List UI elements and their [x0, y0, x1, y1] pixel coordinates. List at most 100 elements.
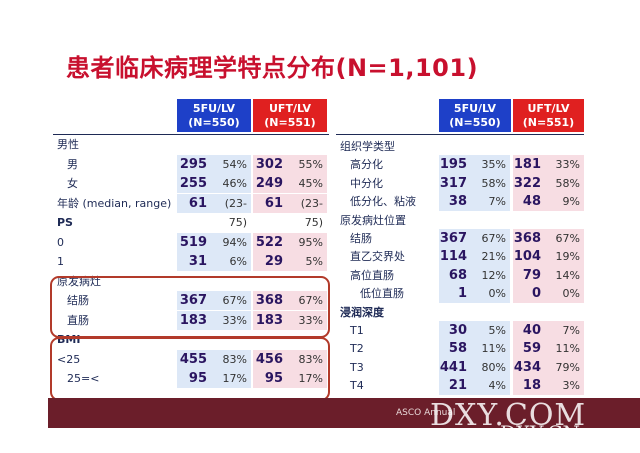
right-header-uft: UFT/LV (N=551) — [513, 99, 584, 132]
cell-5fu — [439, 229, 510, 248]
cell-uft — [253, 174, 327, 193]
header-name: 5FU/LV — [192, 102, 236, 115]
percent-value: 19% — [555, 250, 580, 264]
table-row: 结肠 367 67% 368 67% — [53, 291, 329, 310]
highlight-box-primary-site — [50, 276, 330, 338]
percent-value: (23-75) — [300, 196, 323, 229]
row-label: 高位直肠 — [350, 268, 394, 282]
row-label: 直肠 — [67, 313, 89, 327]
table-row: 结肠 367 67% 368 67% — [336, 229, 584, 248]
count-value: 522 — [255, 234, 283, 250]
table-row: 女 255 46% 249 45% — [53, 174, 329, 193]
header-name: UFT/LV — [269, 102, 311, 115]
row-label: PS — [57, 216, 73, 229]
count-value: 114 — [439, 249, 467, 265]
row-label: 低分化、粘液 — [350, 195, 416, 209]
cell-5fu — [439, 357, 510, 377]
row-label: 直乙交界处 — [350, 250, 405, 264]
table-row: T4 21 4% 18 3% — [336, 376, 584, 396]
count-value: 441 — [439, 359, 467, 375]
percent-value: 58% — [555, 176, 580, 190]
count-value: 31 — [188, 254, 207, 269]
percent-value: 35% — [481, 158, 506, 172]
table-row: 男 295 54% 302 55% — [53, 154, 329, 174]
table-row: 低位直肠 1 0% 0 0% — [336, 284, 584, 304]
count-value: 38 — [448, 194, 467, 210]
cell-uft — [253, 291, 327, 310]
right-table: 5FU/LV (N=550) UFT/LV (N=551) 组织学类型 高分化 19… — [336, 99, 586, 396]
header-n: (N=550) — [449, 116, 501, 129]
cell-uft — [513, 321, 584, 340]
percent-value: 67% — [222, 294, 247, 307]
cell-5fu — [439, 376, 510, 396]
left-header-5fu: 5FU/LV (N=550) — [177, 99, 251, 132]
percent-value: 0% — [488, 287, 506, 301]
count-value: 456 — [255, 351, 283, 367]
cell-5fu — [439, 265, 510, 285]
count-value: 368 — [513, 231, 541, 246]
percent-value: 55% — [298, 157, 323, 171]
cell-uft — [513, 192, 584, 212]
percent-value: 5% — [305, 255, 323, 268]
percent-value: 14% — [555, 268, 580, 282]
percent-value: 80% — [481, 360, 506, 374]
count-value: 21 — [448, 378, 467, 394]
row-label: 男 — [67, 157, 78, 171]
cell-5fu — [177, 369, 251, 388]
cell-uft — [253, 252, 327, 271]
header-divider — [336, 134, 584, 135]
cell-uft — [513, 357, 584, 377]
row-label: 年龄 (median, range) — [57, 196, 172, 210]
row-label: 高分化 — [350, 158, 383, 172]
count-value: 95 — [188, 371, 207, 386]
count-value: 255 — [179, 176, 207, 191]
cell-uft — [253, 310, 327, 330]
row-label: 中分化 — [350, 176, 383, 190]
header-name: UFT/LV — [527, 102, 570, 115]
percent-value: 12% — [481, 268, 506, 282]
percent-value: 33% — [298, 313, 323, 327]
row-label: 原发病灶位置 — [340, 213, 406, 227]
count-value: 79 — [522, 267, 541, 283]
table-row: 低分化、粘液 38 7% 48 9% — [336, 192, 584, 212]
table-row: 高分化 195 35% 181 33% — [336, 155, 584, 175]
percent-value: 94% — [222, 235, 247, 249]
cell-5fu — [177, 232, 251, 252]
percent-value: 11% — [481, 342, 506, 356]
count-value: 455 — [179, 351, 207, 367]
cell-uft — [513, 155, 584, 175]
percent-value: 95% — [298, 235, 323, 249]
row-label: 低位直肠 — [360, 287, 404, 301]
count-value: 367 — [179, 293, 207, 308]
count-value: 18 — [522, 378, 541, 394]
row-label: 1 — [57, 255, 64, 268]
cell-5fu — [177, 310, 251, 330]
cell-uft — [513, 247, 584, 267]
count-value: 1 — [457, 286, 467, 302]
cell-5fu — [439, 192, 510, 212]
cell-5fu — [177, 252, 251, 271]
percent-value: 58% — [481, 176, 506, 190]
count-value: 40 — [522, 323, 541, 338]
row-label: 浸润深度 — [340, 305, 384, 319]
left-header-uft: UFT/LV (N=551) — [253, 99, 327, 132]
right-header-5fu: 5FU/LV (N=550) — [439, 99, 511, 132]
table-row: T2 58 11% 59 11% — [336, 339, 584, 359]
cell-5fu — [439, 321, 510, 340]
percent-value: 5% — [488, 324, 506, 337]
highlight-box-bmi — [50, 337, 330, 401]
count-value: 434 — [513, 359, 541, 375]
percent-value: 83% — [298, 352, 323, 366]
percent-value: 17% — [222, 372, 247, 385]
cell-5fu — [177, 174, 251, 193]
header-n: (N=550) — [188, 116, 240, 129]
count-value: 95 — [264, 371, 283, 386]
row-label: 男性 — [57, 138, 79, 151]
percent-value: 67% — [481, 232, 506, 245]
cell-uft — [253, 349, 327, 369]
cell-uft — [253, 154, 327, 174]
table-row: 25=< 95 17% 95 17% — [53, 369, 329, 388]
footer-text: ASCO Annual — [396, 408, 456, 418]
table-row: 浸润深度 — [336, 303, 584, 322]
footer-bar — [48, 398, 640, 428]
